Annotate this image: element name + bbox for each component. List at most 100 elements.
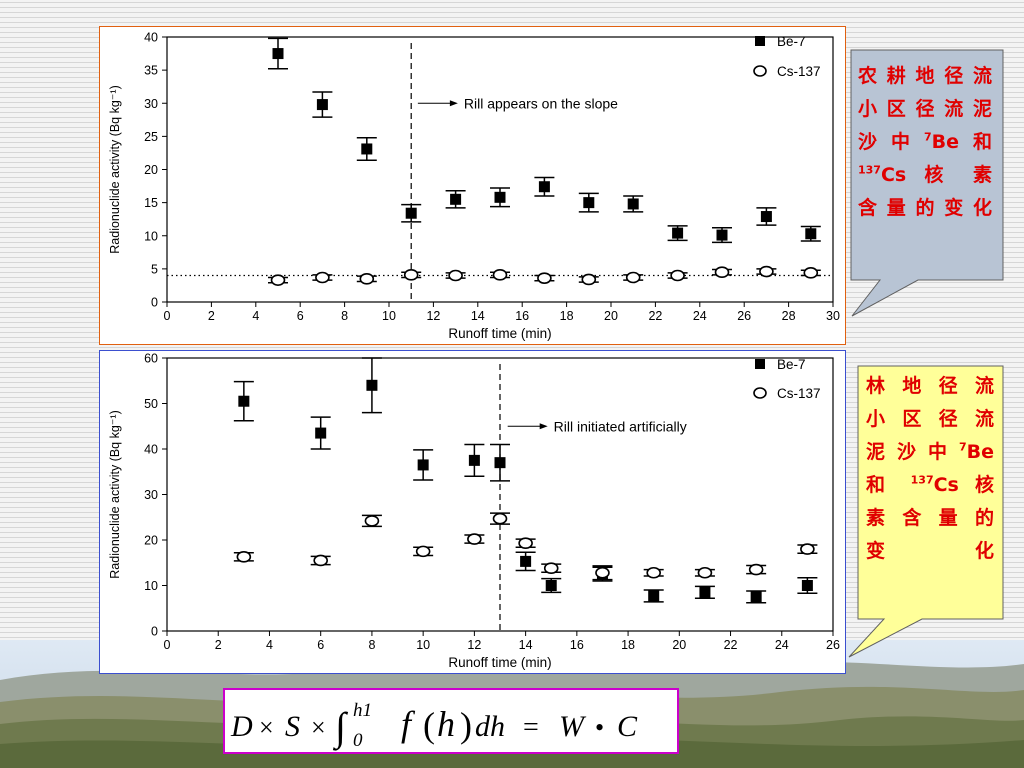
be-7-point bbox=[672, 227, 684, 239]
cs-137-point bbox=[537, 272, 552, 284]
isotope-mass-number: 137 bbox=[858, 163, 881, 177]
be-7-point bbox=[801, 580, 813, 591]
callout-line: 137Cs 核 素 bbox=[858, 159, 992, 192]
callout-text-segment: 泥沙中 bbox=[866, 441, 959, 463]
be-7-point bbox=[316, 99, 328, 111]
be-7-point bbox=[361, 143, 373, 155]
y-tick-label: 25 bbox=[144, 130, 158, 144]
callout-line: 林 地 径 流 bbox=[866, 375, 994, 397]
x-tick-label: 0 bbox=[164, 309, 171, 323]
be-7-point bbox=[545, 580, 557, 591]
be-7-point bbox=[627, 198, 639, 210]
formula-times-operator: × bbox=[311, 713, 326, 742]
formula-paren-open: ( bbox=[423, 705, 435, 745]
formula-box: D × S × ∫ h1 0 f ( h ) dh = W • C bbox=[223, 688, 679, 754]
formula-dh: dh bbox=[475, 710, 505, 743]
x-axis-title: Runoff time (min) bbox=[448, 655, 551, 670]
callout-line: 泥沙中7Be bbox=[866, 436, 994, 469]
x-axis-title: Runoff time (min) bbox=[448, 326, 551, 341]
formula-equals: = bbox=[523, 712, 539, 743]
be-7-point bbox=[520, 555, 532, 567]
x-tick-label: 6 bbox=[297, 309, 304, 323]
isotope-mass-number: 137 bbox=[910, 473, 934, 487]
be-7-point bbox=[583, 197, 595, 209]
be-7-point bbox=[417, 459, 429, 471]
cs-137-point bbox=[759, 265, 774, 278]
y-tick-label: 30 bbox=[144, 488, 158, 502]
y-tick-label: 20 bbox=[144, 534, 158, 548]
legend-marker-open-circle bbox=[753, 65, 767, 77]
be-7-point bbox=[538, 181, 550, 193]
cs-137-point bbox=[448, 269, 463, 282]
callout-line: 素 含 量 的 bbox=[866, 507, 994, 529]
x-tick-label: 28 bbox=[782, 309, 796, 323]
isotope-mass-number: 7 bbox=[958, 440, 967, 454]
callout-line: 含量的变化 bbox=[858, 197, 992, 219]
formula-h: h bbox=[437, 704, 455, 744]
formula-S: S bbox=[285, 710, 300, 743]
chart-forest-plot-svg: 0 2 4 6 8 10 12 14 16 18 20 22 24 260102030405060Runo… bbox=[108, 352, 840, 671]
callout-text-segment: 和 bbox=[866, 474, 911, 496]
cs-137-point bbox=[714, 266, 730, 278]
cs-137-point bbox=[467, 533, 482, 545]
legend-marker-open-circle bbox=[753, 387, 767, 399]
formula: D × S × ∫ h1 0 f ( h ) dh = W • C bbox=[230, 700, 638, 751]
be-7-point bbox=[805, 228, 817, 240]
cs-137-point bbox=[364, 515, 380, 527]
y-axis-title: Radionuclide activity (Bq kg⁻¹) bbox=[108, 85, 122, 253]
be-7-point bbox=[760, 211, 772, 223]
x-tick-label: 8 bbox=[341, 309, 348, 323]
formula-paren-close: ) bbox=[460, 705, 472, 745]
callout-text-segment: Be和 bbox=[931, 131, 992, 153]
callout-forest-text: 林 地 径 流 小 区 径 流 泥沙中7Be 和 137Cs 核 素 含 量 的… bbox=[866, 370, 994, 568]
x-tick-label: 22 bbox=[648, 309, 662, 323]
be-7-point bbox=[699, 586, 711, 598]
cs-137-point bbox=[625, 271, 641, 284]
cs-137-point bbox=[492, 512, 508, 525]
chart-cultivated-plot-svg: 0 2 4 6 8 10 12 14 16 18 20 22 24 26 28 300510152025303… bbox=[108, 31, 840, 342]
formula-upper-limit: h1 bbox=[353, 700, 372, 721]
chart-cultivated-plot: 0 2 4 6 8 10 12 14 16 18 20 22 24 26 28 30 0 5 10 15 20 25 30 3… bbox=[99, 26, 846, 345]
formula-integral-sign: ∫ bbox=[332, 704, 349, 751]
x-tick-label: 4 bbox=[266, 638, 273, 652]
cs-137-point bbox=[270, 274, 286, 286]
x-tick-label: 16 bbox=[515, 309, 529, 323]
be-7-point bbox=[750, 591, 762, 603]
be-7-point bbox=[494, 457, 506, 469]
y-tick-label: 15 bbox=[144, 196, 158, 210]
callout-line: 农耕地径流 bbox=[858, 65, 992, 87]
be-7-point bbox=[315, 427, 327, 439]
cs-137-point bbox=[646, 566, 661, 579]
formula-lower-limit: 0 bbox=[353, 730, 363, 751]
y-tick-label: 50 bbox=[144, 397, 158, 411]
x-tick-label: 30 bbox=[826, 309, 840, 323]
cs-137-point bbox=[415, 545, 431, 558]
x-tick-label: 18 bbox=[621, 638, 635, 652]
cs-137-point bbox=[595, 566, 610, 579]
be-7-point bbox=[238, 395, 250, 407]
x-tick-label: 20 bbox=[672, 638, 686, 652]
be-7-point bbox=[716, 229, 728, 241]
x-tick-label: 24 bbox=[693, 309, 707, 323]
callout-cultivated-text: 农耕地径流 小区径流泥 沙中7Be和 137Cs 核 素 含量的变化 bbox=[858, 60, 992, 225]
annotation-text: Rill initiated artificially bbox=[554, 418, 687, 434]
y-tick-label: 5 bbox=[151, 262, 158, 276]
cs-137-point bbox=[403, 269, 419, 281]
cs-137-point bbox=[518, 537, 533, 549]
y-axis-title: Radionuclide activity (Bq kg⁻¹) bbox=[108, 410, 122, 578]
be-7-point bbox=[366, 379, 378, 391]
x-tick-label: 0 bbox=[164, 638, 171, 652]
x-tick-label: 12 bbox=[467, 638, 481, 652]
be-7-point bbox=[450, 193, 462, 205]
cs-137-point bbox=[697, 566, 713, 579]
x-tick-label: 12 bbox=[426, 309, 440, 323]
legend-label: Cs-137 bbox=[777, 386, 821, 401]
x-tick-label: 20 bbox=[604, 309, 618, 323]
x-tick-label: 22 bbox=[724, 638, 738, 652]
y-tick-label: 30 bbox=[144, 97, 158, 111]
callout-text-segment: Be bbox=[966, 441, 994, 463]
annotation-arrow-head bbox=[449, 100, 458, 107]
cs-137-point bbox=[800, 543, 815, 555]
y-tick-label: 0 bbox=[151, 625, 158, 639]
x-tick-label: 8 bbox=[368, 638, 375, 652]
